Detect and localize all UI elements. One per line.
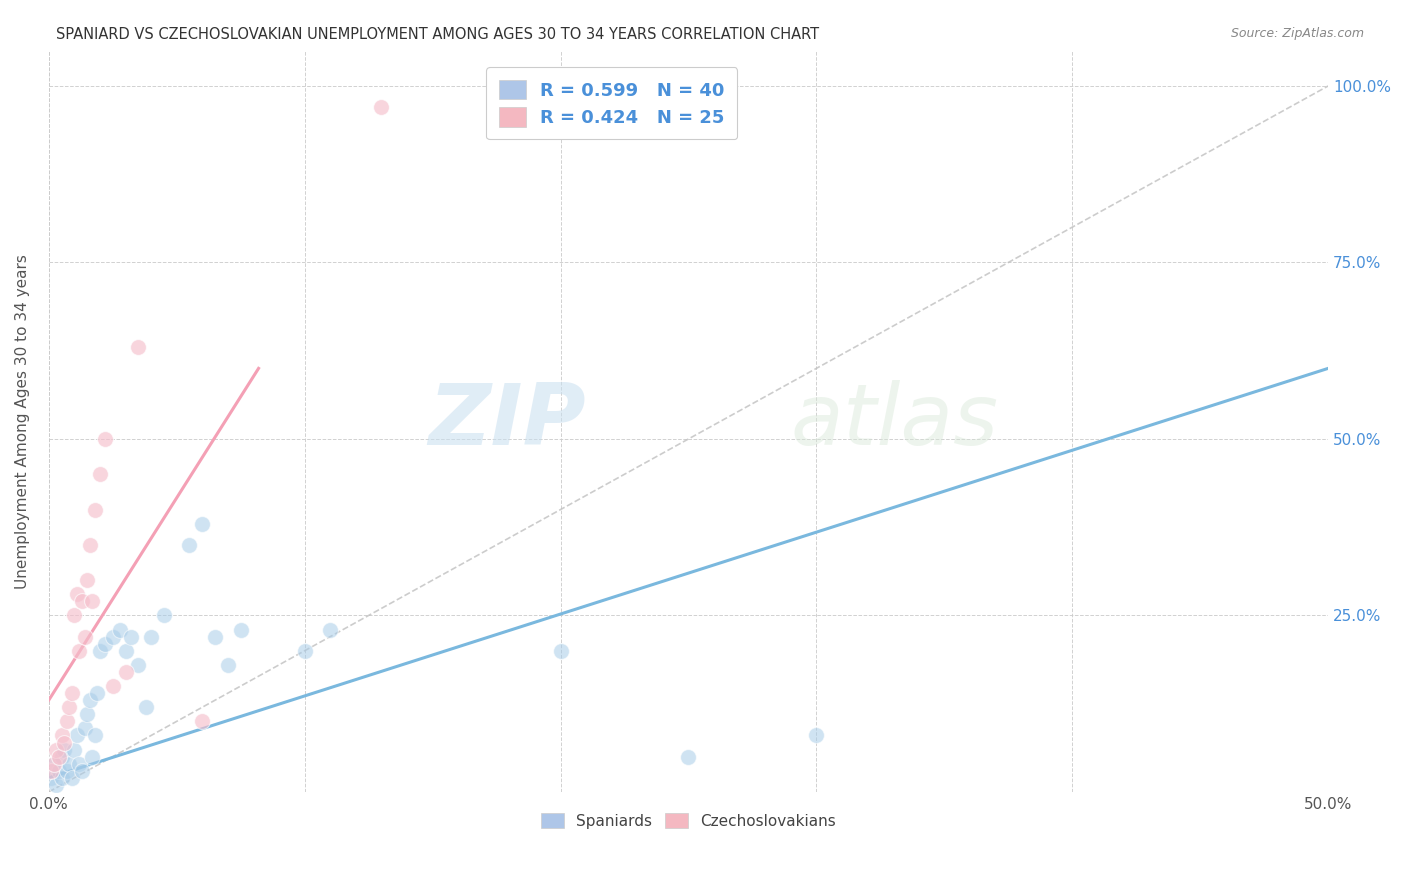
Point (39, 764, 62, 778)
Point (73, 722, 96, 736)
Point (127, 340, 149, 354)
Point (86, 686, 108, 700)
Point (55, 714, 77, 729)
Point (229, 623, 252, 637)
Point (101, 630, 124, 644)
Point (66, 587, 89, 601)
Point (678, 749, 700, 764)
Point (45, 742, 67, 756)
Point (79, 693, 101, 707)
Point (69, 756, 91, 771)
Point (135, 700, 157, 714)
Point (89, 467, 111, 482)
Point (53, 735, 76, 749)
Point (89, 644, 111, 658)
Point (63, 742, 86, 756)
Text: ZIP: ZIP (429, 380, 586, 463)
Point (63, 608, 86, 623)
Point (94, 637, 117, 651)
Point (120, 630, 142, 644)
Point (79, 538, 101, 552)
Point (101, 679, 124, 693)
Point (114, 644, 136, 658)
Point (370, 100, 392, 114)
Point (139, 630, 162, 644)
Point (179, 538, 201, 552)
Text: Source: ZipAtlas.com: Source: ZipAtlas.com (1230, 27, 1364, 40)
Point (69, 644, 91, 658)
Point (806, 729, 828, 743)
Point (204, 630, 226, 644)
Point (39, 771, 62, 785)
Text: SPANIARD VS CZECHOSLOVAKIAN UNEMPLOYMENT AMONG AGES 30 TO 34 YEARS CORRELATION C: SPANIARD VS CZECHOSLOVAKIAN UNEMPLOYMENT… (56, 27, 820, 42)
Point (217, 657, 239, 672)
Point (127, 657, 149, 672)
Point (53, 742, 76, 756)
Point (83, 729, 105, 743)
Point (153, 608, 176, 623)
Y-axis label: Unemployment Among Ages 30 to 34 years: Unemployment Among Ages 30 to 34 years (15, 254, 30, 589)
Point (82, 594, 104, 608)
Legend: Spaniards, Czechoslovakians: Spaniards, Czechoslovakians (534, 805, 844, 836)
Point (51, 771, 73, 785)
Point (82, 749, 104, 764)
Point (58, 756, 80, 771)
Text: atlas: atlas (790, 380, 998, 463)
Point (76, 707, 98, 722)
Point (51, 749, 73, 764)
Point (45, 778, 67, 792)
Point (42, 756, 65, 771)
Point (60, 686, 83, 700)
Point (55, 764, 77, 778)
Point (73, 630, 96, 644)
Point (110, 623, 132, 637)
Point (70, 594, 93, 608)
Point (58, 700, 80, 714)
Point (94, 432, 117, 446)
Point (42, 756, 65, 771)
Point (48, 749, 70, 764)
Point (48, 764, 70, 778)
Point (66, 729, 89, 743)
Point (70, 764, 93, 778)
Point (191, 714, 214, 729)
Point (114, 665, 136, 679)
Point (319, 623, 342, 637)
Point (550, 644, 572, 658)
Point (51, 729, 73, 743)
Point (191, 516, 214, 531)
Point (60, 771, 83, 785)
Point (83, 502, 105, 516)
Point (294, 644, 316, 658)
Point (76, 573, 98, 587)
